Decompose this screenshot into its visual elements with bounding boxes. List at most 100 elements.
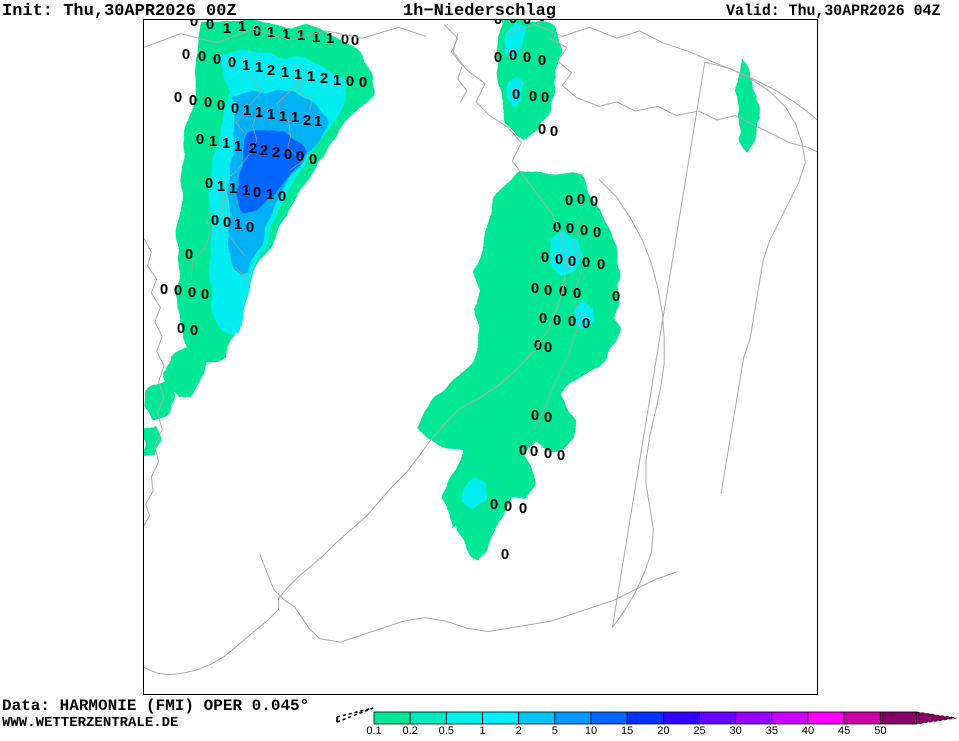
svg-text:0: 0	[160, 281, 168, 298]
svg-text:1: 1	[222, 135, 230, 152]
svg-text:1: 1	[333, 72, 341, 89]
svg-text:0: 0	[509, 20, 517, 27]
svg-text:0: 0	[206, 20, 214, 33]
svg-text:1: 1	[209, 133, 217, 150]
svg-text:0: 0	[582, 315, 590, 332]
svg-text:35: 35	[766, 725, 778, 737]
svg-text:0.2: 0.2	[403, 725, 418, 737]
svg-text:0: 0	[597, 256, 605, 273]
svg-text:0: 0	[359, 74, 367, 91]
svg-text:2: 2	[516, 725, 522, 737]
svg-text:1: 1	[255, 59, 263, 76]
svg-text:0: 0	[550, 123, 558, 140]
svg-text:1: 1	[312, 29, 320, 46]
svg-text:0: 0	[555, 251, 563, 268]
svg-text:0: 0	[204, 94, 212, 111]
svg-text:5: 5	[552, 725, 558, 737]
svg-text:0: 0	[246, 219, 254, 236]
svg-text:0: 0	[531, 407, 539, 424]
svg-text:2: 2	[260, 142, 268, 159]
svg-text:2: 2	[267, 62, 275, 79]
svg-text:1: 1	[223, 20, 231, 37]
svg-text:1: 1	[229, 180, 237, 197]
svg-text:0: 0	[612, 288, 620, 305]
svg-text:1: 1	[267, 24, 275, 41]
svg-text:30: 30	[730, 725, 742, 737]
svg-text:0: 0	[544, 445, 552, 462]
svg-text:0: 0	[189, 92, 197, 109]
svg-text:1: 1	[279, 108, 287, 125]
svg-text:0: 0	[213, 51, 221, 68]
svg-text:0: 0	[519, 442, 527, 459]
svg-text:0: 0	[198, 48, 206, 65]
svg-text:0: 0	[185, 246, 193, 263]
svg-text:0: 0	[509, 47, 517, 64]
svg-text:0: 0	[196, 131, 204, 148]
svg-text:1: 1	[234, 138, 242, 155]
svg-text:0: 0	[541, 89, 549, 106]
svg-text:0: 0	[538, 20, 546, 25]
svg-text:1: 1	[266, 186, 274, 203]
svg-text:0: 0	[557, 447, 565, 464]
svg-text:0.1: 0.1	[366, 725, 381, 737]
svg-text:0: 0	[519, 500, 527, 517]
svg-text:0: 0	[190, 322, 198, 339]
svg-text:0: 0	[541, 249, 549, 266]
svg-text:1: 1	[255, 104, 263, 121]
svg-text:0: 0	[217, 97, 225, 114]
svg-text:0: 0	[568, 253, 576, 270]
svg-text:0: 0	[351, 32, 359, 49]
svg-text:0: 0	[284, 146, 292, 163]
svg-text:0: 0	[228, 54, 236, 71]
svg-text:25: 25	[693, 725, 705, 737]
svg-text:0: 0	[538, 121, 546, 138]
svg-text:0.5: 0.5	[439, 725, 454, 737]
svg-text:0: 0	[490, 496, 498, 513]
svg-text:1: 1	[291, 109, 299, 126]
svg-text:45: 45	[838, 725, 850, 737]
svg-text:0: 0	[577, 191, 585, 208]
svg-text:0: 0	[223, 214, 231, 231]
svg-text:2: 2	[249, 140, 257, 157]
svg-text:50: 50	[874, 725, 886, 737]
svg-text:2: 2	[320, 70, 328, 87]
svg-text:10: 10	[585, 725, 597, 737]
svg-text:0: 0	[174, 282, 182, 299]
svg-text:15: 15	[621, 725, 633, 737]
svg-text:1: 1	[294, 66, 302, 83]
svg-text:0: 0	[538, 52, 546, 69]
svg-text:0: 0	[504, 498, 512, 515]
svg-text:0: 0	[573, 285, 581, 302]
svg-text:40: 40	[802, 725, 814, 737]
svg-text:0: 0	[544, 282, 552, 299]
svg-text:0: 0	[565, 192, 573, 209]
svg-text:1: 1	[281, 64, 289, 81]
svg-text:1: 1	[307, 68, 315, 85]
svg-text:0: 0	[582, 254, 590, 271]
svg-text:0: 0	[182, 46, 190, 63]
svg-text:0: 0	[553, 219, 561, 236]
svg-text:0: 0	[205, 175, 213, 192]
svg-text:0: 0	[190, 20, 198, 30]
svg-text:2: 2	[272, 144, 280, 161]
svg-text:0: 0	[544, 339, 552, 356]
svg-text:0: 0	[501, 546, 509, 563]
svg-text:0: 0	[580, 222, 588, 239]
svg-text:20: 20	[657, 725, 669, 737]
svg-text:1: 1	[242, 57, 250, 74]
svg-text:0: 0	[188, 284, 196, 301]
svg-text:0: 0	[341, 31, 349, 48]
svg-text:2: 2	[303, 112, 311, 129]
svg-text:0: 0	[253, 184, 261, 201]
svg-text:0: 0	[494, 20, 502, 28]
svg-text:1: 1	[243, 102, 251, 119]
svg-text:1: 1	[297, 27, 305, 44]
svg-text:0: 0	[177, 320, 185, 337]
svg-text:1: 1	[234, 216, 242, 233]
svg-text:0: 0	[174, 89, 182, 106]
svg-text:0: 0	[346, 73, 354, 90]
svg-text:0: 0	[568, 313, 576, 330]
svg-text:0: 0	[211, 212, 219, 229]
svg-text:1: 1	[217, 178, 225, 195]
svg-text:1: 1	[479, 725, 485, 737]
